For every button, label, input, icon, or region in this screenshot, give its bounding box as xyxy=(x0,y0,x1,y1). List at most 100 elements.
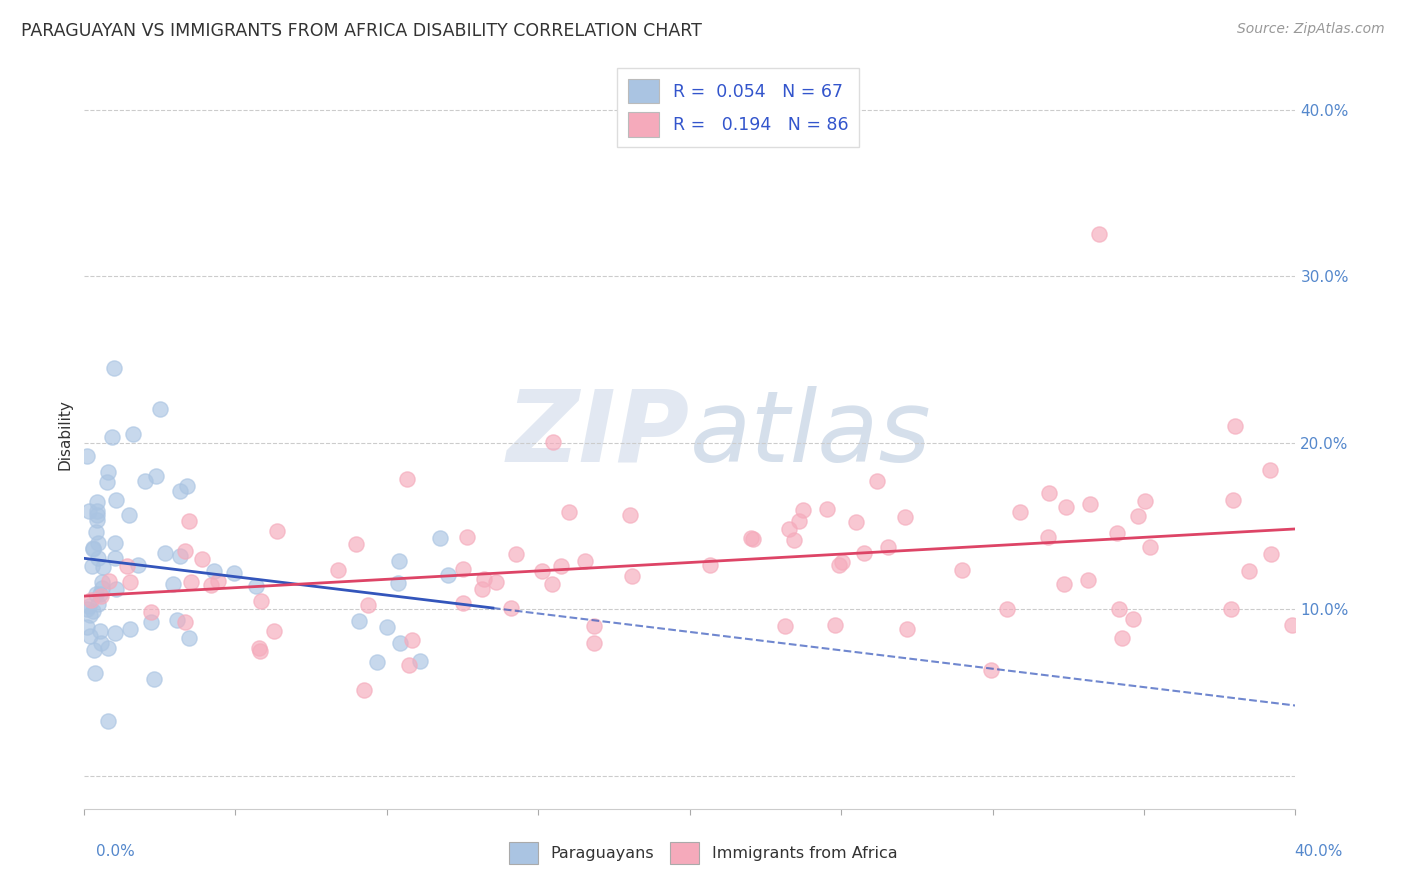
Point xyxy=(1054,500,1077,515)
Point xyxy=(353,683,375,698)
Point xyxy=(1220,602,1243,616)
Point xyxy=(139,615,162,629)
Point xyxy=(97,465,120,479)
Point xyxy=(82,604,104,618)
Point xyxy=(395,472,418,486)
Point xyxy=(995,601,1018,615)
Point xyxy=(582,635,605,649)
Point xyxy=(134,474,156,488)
Point xyxy=(118,508,141,522)
Point xyxy=(582,618,605,632)
Point xyxy=(176,479,198,493)
Point xyxy=(876,540,898,554)
Point xyxy=(202,564,225,578)
Point xyxy=(91,581,114,595)
Point xyxy=(1053,577,1076,591)
Point xyxy=(90,636,112,650)
Point xyxy=(97,714,120,728)
Point xyxy=(1111,632,1133,646)
Point xyxy=(436,567,458,582)
Point xyxy=(499,601,522,615)
Point xyxy=(80,593,103,607)
Point xyxy=(387,576,409,591)
Point xyxy=(429,531,451,545)
Point xyxy=(89,624,111,639)
Point xyxy=(451,596,474,610)
Point xyxy=(1139,540,1161,554)
Point xyxy=(87,550,110,565)
Point xyxy=(247,640,270,655)
Point xyxy=(740,532,762,546)
Point xyxy=(83,666,105,681)
Point xyxy=(162,577,184,591)
Point xyxy=(86,504,108,518)
Point xyxy=(86,495,108,509)
Point xyxy=(101,430,124,444)
Point xyxy=(409,654,432,668)
Point xyxy=(245,579,267,593)
Point xyxy=(266,524,288,538)
Point xyxy=(145,469,167,483)
Point xyxy=(82,541,104,555)
Point xyxy=(620,569,643,583)
Point xyxy=(207,574,229,588)
Point xyxy=(326,563,349,577)
Point xyxy=(1122,612,1144,626)
Point xyxy=(827,558,849,573)
Point xyxy=(120,575,142,590)
Point xyxy=(1237,564,1260,578)
Text: ZIP: ZIP xyxy=(506,386,690,483)
Point xyxy=(451,562,474,576)
Point xyxy=(104,492,127,507)
Point xyxy=(104,626,127,640)
Point xyxy=(1038,485,1060,500)
Point xyxy=(77,599,100,614)
Point xyxy=(619,508,641,523)
Point xyxy=(76,620,98,634)
Point xyxy=(250,594,273,608)
Point xyxy=(84,524,107,539)
Point xyxy=(118,622,141,636)
Point xyxy=(173,615,195,629)
Point xyxy=(375,620,398,634)
Point xyxy=(896,623,918,637)
Point xyxy=(83,643,105,657)
Point xyxy=(179,514,201,528)
Point xyxy=(1222,492,1244,507)
Point xyxy=(866,475,889,489)
Point xyxy=(263,624,285,638)
Text: 0.0%: 0.0% xyxy=(96,845,135,859)
Point xyxy=(142,673,165,687)
Legend: Paraguayans, Immigrants from Africa: Paraguayans, Immigrants from Africa xyxy=(502,835,904,871)
Point xyxy=(89,587,111,601)
Point xyxy=(169,483,191,498)
Point xyxy=(344,537,367,551)
Point xyxy=(787,514,810,528)
Point xyxy=(783,533,806,548)
Point xyxy=(950,563,973,577)
Point xyxy=(1010,505,1032,519)
Point xyxy=(79,630,101,644)
Point xyxy=(388,553,411,567)
Point xyxy=(831,555,853,569)
Point xyxy=(574,554,596,568)
Point xyxy=(1260,547,1282,561)
Point xyxy=(105,582,128,597)
Point xyxy=(121,426,143,441)
Point xyxy=(1036,530,1059,544)
Point xyxy=(541,434,564,449)
Point xyxy=(166,613,188,627)
Point xyxy=(1108,601,1130,615)
Point xyxy=(1077,573,1099,587)
Point xyxy=(742,532,765,546)
Point xyxy=(169,549,191,564)
Point xyxy=(117,558,139,573)
Point xyxy=(104,536,127,550)
Point xyxy=(398,657,420,672)
Point xyxy=(530,564,553,578)
Point xyxy=(180,575,202,590)
Point xyxy=(347,614,370,628)
Point xyxy=(86,513,108,527)
Point xyxy=(557,505,579,519)
Point xyxy=(550,559,572,574)
